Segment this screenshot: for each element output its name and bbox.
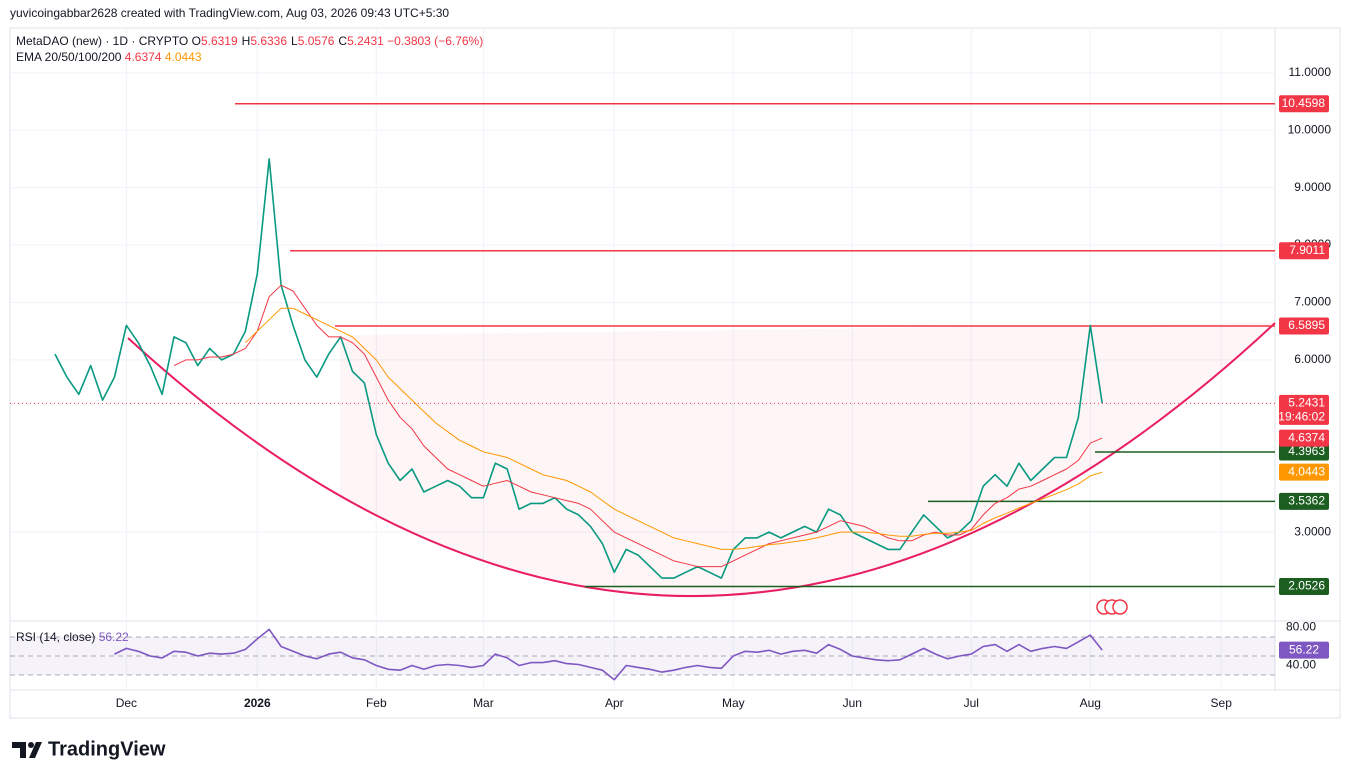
countdown: 19:46:02 — [1278, 410, 1325, 424]
y-tick-label: 11.0000 — [1289, 65, 1332, 79]
plot — [10, 103, 1275, 681]
cup-shading — [340, 323, 1275, 596]
ohlc-letter: H — [242, 34, 251, 48]
footer-logo — [12, 742, 42, 758]
ema-legend: EMA 20/50/100/200 4.6374 4.0443 — [16, 50, 202, 64]
level-badge-bg — [1279, 95, 1329, 113]
ohlc-letter: L — [291, 34, 298, 48]
ema50-value: 4.0443 — [165, 50, 202, 64]
series-line — [245, 307, 1103, 550]
rsi-tick-label: 80.00 — [1286, 620, 1316, 634]
x-tick-label: Jun — [843, 696, 862, 710]
event-flags — [1096, 599, 1128, 615]
ema50-badge: 4.0443 — [1288, 464, 1325, 478]
level-badge: 2.0526 — [1288, 579, 1325, 593]
level-badge: 4.3963 — [1288, 444, 1325, 458]
last-price-badge-bg — [1279, 394, 1329, 425]
ohlc-value: 5.6336 — [250, 34, 287, 48]
x-tick-label: May — [722, 696, 745, 710]
ohlc-value: 5.6319 — [201, 34, 238, 48]
x-tick-label: Dec — [116, 696, 137, 710]
cup-curve — [127, 322, 1276, 597]
y-tick-label: 9.0000 — [1294, 180, 1331, 194]
symbol-legend: MetaDAO (new) · 1D · CRYPTO O5.6319 H5.63… — [16, 34, 483, 48]
rsi-badge: 56.22 — [1289, 642, 1319, 656]
series-line — [114, 628, 1103, 681]
ema20-value: 4.6374 — [125, 50, 162, 64]
ohlc-value: 5.2431 — [347, 34, 384, 48]
x-tick-label: Feb — [366, 696, 387, 710]
rsi-legend: RSI (14, close) 56.22 — [16, 630, 129, 644]
rsi-label: RSI (14, close) — [16, 630, 95, 644]
level-badge-bg — [1279, 242, 1329, 260]
level-badge: 3.5362 — [1288, 494, 1325, 508]
x-tick-label: Sep — [1211, 696, 1233, 710]
change: −0.3803 (−6.76%) — [387, 34, 483, 48]
chart-frame — [9, 27, 1341, 719]
symbol: MetaDAO (new) · 1D · CRYPTO — [16, 34, 188, 48]
y-tick-label: 6.0000 — [1294, 352, 1331, 366]
footer-brand: TradingView — [48, 738, 166, 760]
rsi-value: 56.22 — [99, 630, 129, 644]
level-badge-bg — [1279, 443, 1329, 461]
series-line — [173, 284, 1103, 568]
ohlc-letter: C — [338, 34, 347, 48]
ema20-badge: 4.6374 — [1288, 430, 1325, 444]
level-badge: 10.4598 — [1282, 96, 1326, 110]
level-badge: 7.9011 — [1289, 243, 1325, 257]
ohlc-letter: O — [192, 34, 201, 48]
level-badge: 6.5895 — [1288, 318, 1325, 332]
ema-label: EMA 20/50/100/200 — [16, 50, 122, 64]
level-badge-bg — [1279, 578, 1329, 596]
level-badge-bg — [1279, 317, 1329, 335]
y-tick-label: 10.0000 — [1288, 122, 1332, 136]
ohlc-value: 5.0576 — [298, 34, 335, 48]
x-tick-label: 2026 — [244, 696, 271, 710]
ema50-badge-bg — [1279, 463, 1329, 481]
ohlc: O5.6319 H5.6336 L5.0576 C5.2431 — [192, 34, 385, 48]
x-tick-label: Jul — [964, 696, 979, 710]
y-tick-label: 3.0000 — [1294, 524, 1331, 538]
rsi-badge-bg — [1279, 641, 1329, 659]
x-tick-label: Aug — [1080, 696, 1101, 710]
grid — [10, 28, 1275, 690]
x-tick-label: Mar — [473, 696, 494, 710]
credit: yuvicoingabbar2628 created with TradingV… — [10, 6, 449, 20]
y-tick-label: 7.0000 — [1294, 295, 1331, 309]
level-badge-bg — [1279, 492, 1329, 510]
ema20-badge-bg — [1279, 429, 1329, 447]
rsi-tick-label: 40.00 — [1286, 658, 1316, 672]
series-line — [54, 158, 1103, 579]
x-tick-label: Apr — [605, 696, 624, 710]
last-price-badge: 5.2431 — [1288, 396, 1325, 410]
